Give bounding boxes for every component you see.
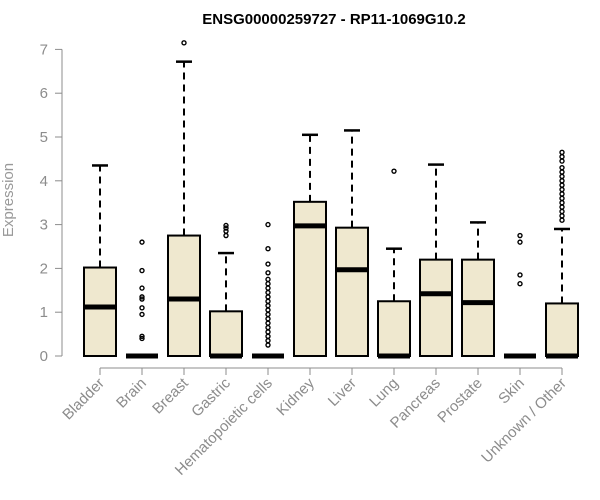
outlier-point <box>265 285 271 291</box>
outlier-point <box>559 164 565 171</box>
x-tick-label: Bladder <box>59 375 108 424</box>
box-bladder <box>83 164 117 357</box>
outlier-point <box>139 285 145 291</box>
outlier-point <box>559 173 565 180</box>
outlier-point <box>265 221 271 228</box>
outlier-point <box>181 40 187 46</box>
outlier-point <box>265 261 271 267</box>
outlier-point <box>559 169 565 175</box>
box-unknown-other <box>545 149 579 359</box>
box-body <box>167 234 201 357</box>
outlier-point <box>265 270 271 276</box>
box-gastric <box>209 222 243 359</box>
outlier-point <box>265 281 271 287</box>
outlier-point <box>139 333 145 339</box>
outlier-point <box>139 296 145 302</box>
box-kidney <box>293 133 327 357</box>
outlier-point <box>265 302 271 309</box>
box-body <box>419 258 453 358</box>
outlier-point <box>559 149 565 156</box>
y-tick-label: 2 <box>40 260 48 277</box>
outlier-point <box>265 294 271 300</box>
outlier-point <box>517 232 523 239</box>
box-lung <box>377 168 411 359</box>
y-axis-label: Expression <box>0 163 17 237</box>
outlier-point <box>559 208 565 215</box>
chart-title: ENSG00000259727 - RP11-1069G10.2 <box>202 11 466 28</box>
boxes <box>83 40 579 359</box>
y-tick-label: 7 <box>40 41 48 58</box>
outlier-point <box>265 298 271 304</box>
outlier-point <box>265 337 271 344</box>
x-tick-label: Skin <box>495 375 528 408</box>
box-body <box>209 310 243 358</box>
outlier-point <box>265 329 271 335</box>
outlier-point <box>265 320 271 326</box>
outlier-point <box>517 272 523 278</box>
x-tick-label: Lung <box>366 375 402 411</box>
outlier-point <box>517 281 523 287</box>
x-tick-label: Liver <box>325 375 360 410</box>
box-hematopoietic-cells <box>252 221 284 359</box>
outlier-point <box>265 307 271 313</box>
outlier-point <box>265 289 271 296</box>
box-pancreas <box>419 163 453 358</box>
outlier-point <box>391 168 397 174</box>
outlier-point <box>559 204 565 210</box>
outlier-point <box>139 239 145 245</box>
outlier-point <box>139 305 145 311</box>
outlier-point <box>223 232 229 239</box>
outlier-point <box>265 333 271 339</box>
outlier-point <box>559 213 565 219</box>
y-tick-label: 0 <box>40 348 48 365</box>
y-tick-label: 3 <box>40 217 48 234</box>
outlier-point <box>559 158 565 164</box>
outlier-point <box>223 228 229 234</box>
outlier-point <box>559 195 565 202</box>
box-brain <box>126 239 158 359</box>
box-body <box>545 302 579 358</box>
outlier-point <box>223 222 229 229</box>
y-tick-label: 5 <box>40 129 48 146</box>
x-tick-label: Brain <box>113 375 150 412</box>
outlier-point <box>559 154 565 160</box>
box-body <box>461 258 495 358</box>
outlier-point <box>139 311 145 318</box>
y-tick-label: 6 <box>40 85 48 102</box>
outlier-point <box>559 182 565 188</box>
box-prostate <box>461 221 495 358</box>
x-tick-label: Prostate <box>434 375 486 427</box>
outlier-point <box>559 178 565 184</box>
outlier-point <box>517 239 523 245</box>
outlier-point <box>139 267 145 274</box>
y-axis: 0 1 2 3 4 5 6 7 <box>40 41 63 365</box>
outlier-point <box>223 225 229 231</box>
box-body <box>335 226 369 357</box>
outlier-point <box>139 294 145 300</box>
outlier-point <box>265 245 271 252</box>
box-liver <box>335 129 369 357</box>
box-breast <box>167 40 201 357</box>
outlier-point <box>559 199 565 206</box>
box-body <box>377 300 411 357</box>
outlier-point <box>265 324 271 331</box>
outlier-point <box>265 311 271 318</box>
y-tick-label: 1 <box>40 304 48 321</box>
outlier-point <box>559 217 565 223</box>
box-skin <box>504 232 536 359</box>
outlier-point <box>559 191 565 197</box>
outlier-point <box>265 316 271 322</box>
x-tick-label: Kidney <box>273 374 318 419</box>
outlier-point <box>265 342 271 348</box>
outlier-point <box>265 276 271 283</box>
outlier-point <box>559 186 565 193</box>
y-tick-label: 4 <box>40 173 48 190</box>
outlier-point <box>139 335 145 342</box>
x-tick-label: Breast <box>149 374 192 417</box>
box-body <box>83 266 117 357</box>
